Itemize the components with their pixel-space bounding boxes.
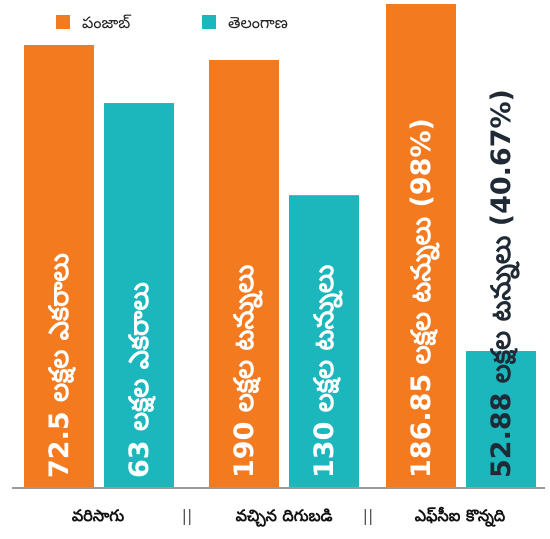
- category-label-paddy-cultivation: వరిసాగు: [72, 506, 125, 525]
- bar-value-label: 186.85 లక్షల టన్నులు (98%): [406, 118, 440, 478]
- legend-label-punjab: పంజాబ్: [82, 13, 131, 32]
- bar-punjab-1: [209, 60, 279, 488]
- bar-telangana-0: [104, 103, 174, 488]
- legend-swatch-punjab: [56, 15, 70, 29]
- bar-punjab-2: [386, 4, 456, 488]
- bar-value-label: 130 లక్షల టన్నులు: [309, 265, 343, 478]
- category-separator: ||: [182, 506, 193, 525]
- bar-punjab-0: [24, 45, 94, 488]
- category-label-yield: వచ్చిన దిగుబడి: [236, 506, 333, 527]
- bar-value-label: 72.5 లక్షల ఎకరాలు: [44, 253, 76, 478]
- bar-telangana-2: [466, 351, 536, 488]
- bars-group: 72.5 లక్షల ఎకరాలు 63 లక్షల ఎకరాలు 190 లక్ష…: [24, 4, 536, 488]
- legend-swatch-telangana: [202, 15, 216, 29]
- category-label-fci-procured: ఎఫ్‌సీఐ కొన్నది: [415, 506, 506, 527]
- category-separator: ||: [363, 506, 374, 525]
- bar-value-label: 190 లక్షల టన్నులు: [229, 265, 263, 478]
- bar-telangana-1: [289, 195, 359, 488]
- bar-value-label: 63 లక్షల ఎకరాలు: [124, 282, 156, 478]
- legend-label-telangana: తెలంగాణ: [228, 13, 288, 32]
- bar-value-label: 52.88 లక్షల టన్నులు (40.67%): [486, 89, 520, 478]
